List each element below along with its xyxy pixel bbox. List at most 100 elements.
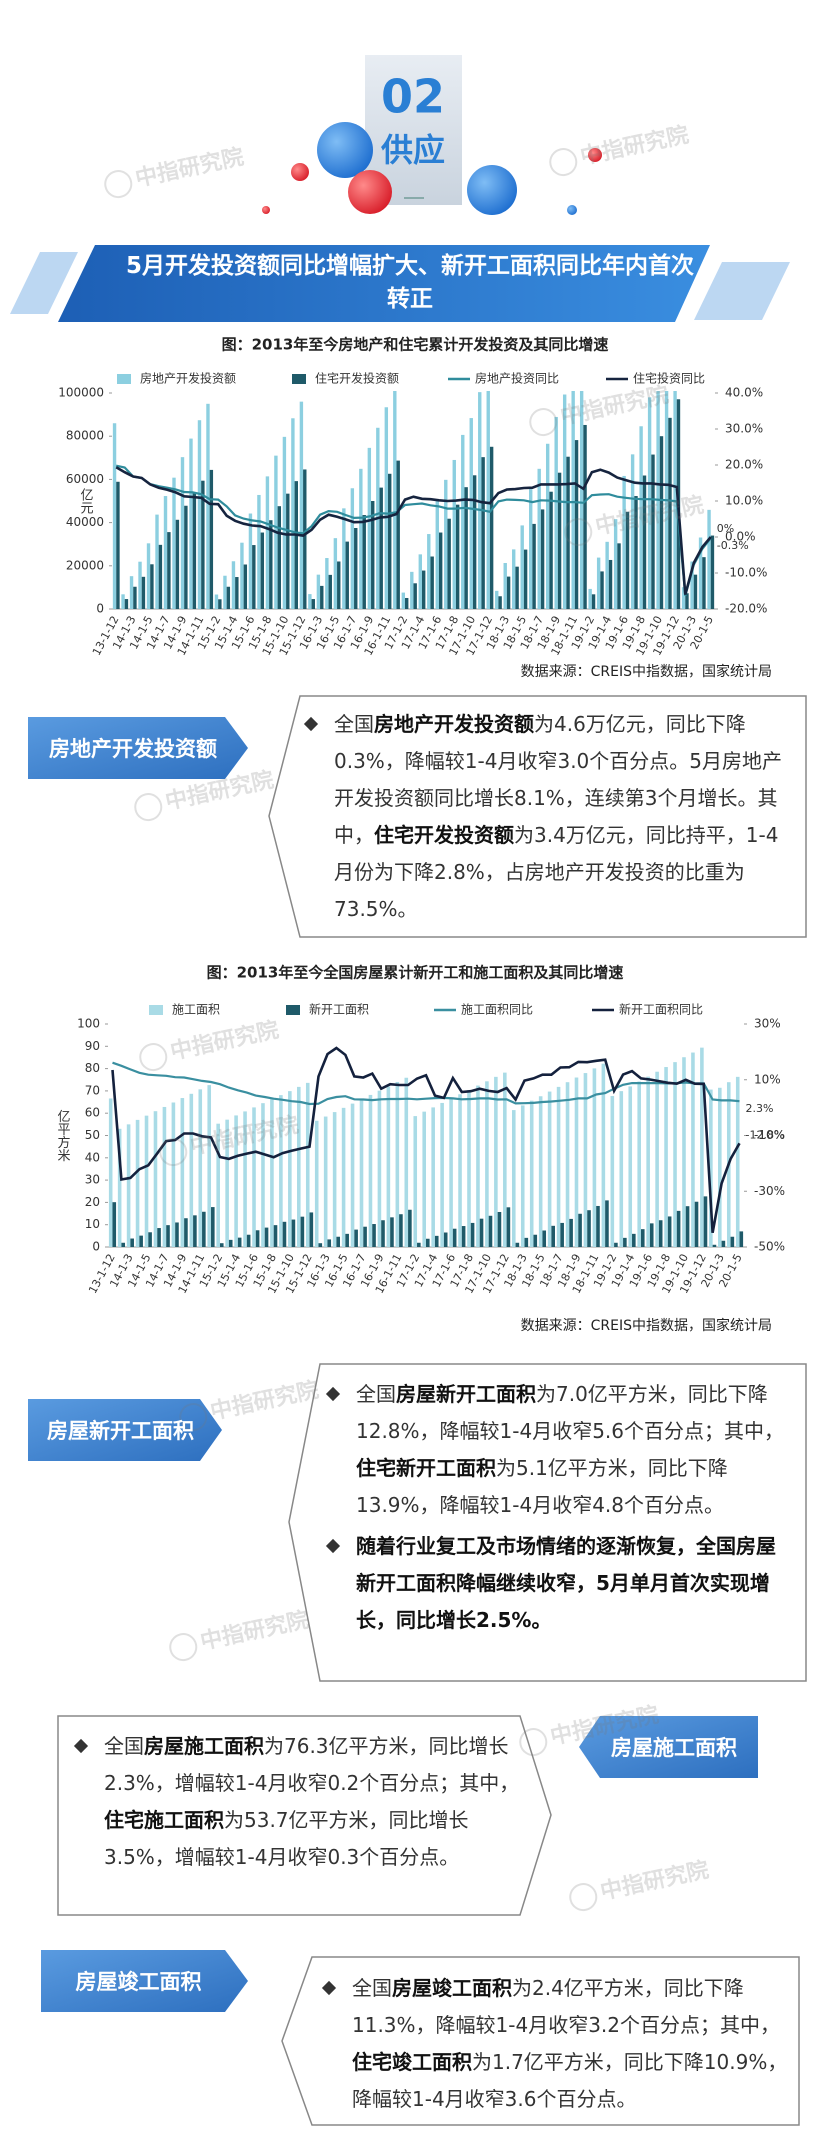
watermark-logo: [179, 1403, 208, 1432]
bar: [506, 576, 511, 609]
bar: [148, 1232, 152, 1247]
bold-text: 随着行业复工及市场情绪的逐渐恢复，全国房屋新开工面积降幅继续收窄，5月单月首次实…: [356, 1534, 776, 1632]
legend-label: 新开工面积同比: [619, 1002, 703, 1017]
section-number: 02: [381, 70, 445, 124]
bar: [681, 587, 686, 609]
bar: [218, 599, 222, 609]
bar: [464, 487, 468, 609]
bar: [282, 1221, 287, 1247]
watermark-logo: [104, 170, 133, 199]
section-text: 全国房屋施工面积为76.3亿平方米，同比增长2.3%，增幅较1-4月收窄0.2个…: [70, 1728, 530, 1880]
line: [115, 466, 712, 595]
bold-text: 房屋竣工面积: [392, 1976, 512, 2000]
bar: [243, 564, 248, 609]
bar: [691, 1052, 695, 1247]
bar: [613, 519, 618, 609]
bar: [318, 1243, 323, 1247]
bold-text: 房屋施工面积: [144, 1734, 264, 1758]
bar: [549, 491, 553, 609]
bar: [642, 475, 647, 609]
text-run: 为3.4万亿元，同比持平，1-4月份为下降2.8%，占房地产开发投资的比重为73…: [334, 823, 779, 921]
bar: [418, 554, 422, 609]
bar: [144, 1115, 149, 1247]
bar: [461, 1226, 466, 1247]
legend-label: 房地产开发投资额: [140, 371, 236, 386]
bar: [547, 1091, 552, 1247]
bar: [578, 1213, 582, 1247]
bar: [600, 571, 604, 609]
bar: [121, 1242, 126, 1247]
bar: [565, 1082, 570, 1247]
y-axis-label: 亿平方米: [55, 1110, 71, 1162]
bar: [336, 1236, 341, 1247]
bar: [676, 1210, 681, 1247]
y2-tick-label: 10.0%: [725, 494, 763, 508]
y-tick-label: 20: [85, 1195, 100, 1209]
bar: [667, 1216, 672, 1247]
y-tick-label: 100: [77, 1017, 100, 1031]
bar: [622, 475, 626, 609]
bar: [193, 1215, 197, 1247]
bar: [209, 469, 214, 609]
bar: [628, 1086, 633, 1247]
bar: [673, 391, 677, 609]
bar: [410, 571, 414, 609]
bar: [579, 391, 584, 609]
bar: [443, 1232, 448, 1247]
bar: [591, 594, 596, 609]
bar: [257, 494, 261, 609]
bar: [730, 1236, 735, 1247]
bar: [427, 534, 431, 609]
bar: [632, 1233, 636, 1247]
text-run: 全国: [356, 1382, 396, 1406]
bar: [234, 1115, 238, 1247]
bar: [308, 594, 312, 609]
bar: [320, 585, 324, 609]
text-run: 为76.3亿平方米，同比增长2.3%，增幅较1-4月收窄0.2个百分点；其中，: [104, 1734, 520, 1795]
bar: [700, 1047, 704, 1247]
section-label: 房屋新开工面积: [47, 1419, 194, 1443]
bar: [601, 1063, 606, 1247]
bar: [449, 1098, 453, 1247]
bar: [393, 391, 397, 609]
bar: [202, 1211, 206, 1247]
bar: [529, 1100, 534, 1247]
label-shape: [28, 1399, 222, 1461]
bars: [112, 391, 715, 609]
text-run: 为1.7亿平方米，同比下降10.9%，降幅较1-4月收窄3.6个百分点。: [352, 2050, 788, 2111]
bar: [153, 1111, 158, 1247]
bold-text: 房地产开发投资额: [374, 712, 534, 736]
bar: [566, 456, 570, 609]
bar: [605, 1200, 609, 1247]
bar: [685, 1206, 690, 1247]
bar: [614, 1242, 618, 1247]
section-label: 房屋竣工面积: [75, 1970, 202, 1994]
banner-title: 5月开发投资额同比增幅扩大、新开工面积同比年内首次转正: [125, 253, 694, 312]
bar: [371, 501, 375, 609]
text-run: 为2.4亿平方米，同比下降11.3%，降幅较1-4月收窄3.2个百分点；其中，: [352, 1976, 781, 2037]
line: [112, 1061, 740, 1106]
watermark-logo: [529, 408, 558, 437]
bar: [286, 493, 290, 609]
bar: [282, 436, 287, 609]
watermark: 中指研究院: [104, 144, 246, 199]
bar: [659, 436, 664, 609]
bar: [158, 544, 163, 609]
line: [115, 464, 712, 596]
bar: [112, 1202, 117, 1247]
bar: [359, 468, 363, 609]
bar: [668, 417, 672, 609]
bar: [225, 1119, 229, 1247]
bar: [469, 418, 473, 609]
bar: [252, 545, 256, 609]
bar: [605, 541, 609, 609]
bar: [146, 543, 151, 609]
bar: [395, 1081, 400, 1247]
bar: [718, 1087, 722, 1247]
legend-swatch: [117, 374, 131, 384]
bar: [649, 1223, 654, 1247]
label-shape: [41, 1950, 248, 2012]
bar: [121, 594, 125, 609]
paragraph: 全国房屋施工面积为76.3亿平方米，同比增长2.3%，增幅较1-4月收窄0.2个…: [70, 1728, 530, 1876]
